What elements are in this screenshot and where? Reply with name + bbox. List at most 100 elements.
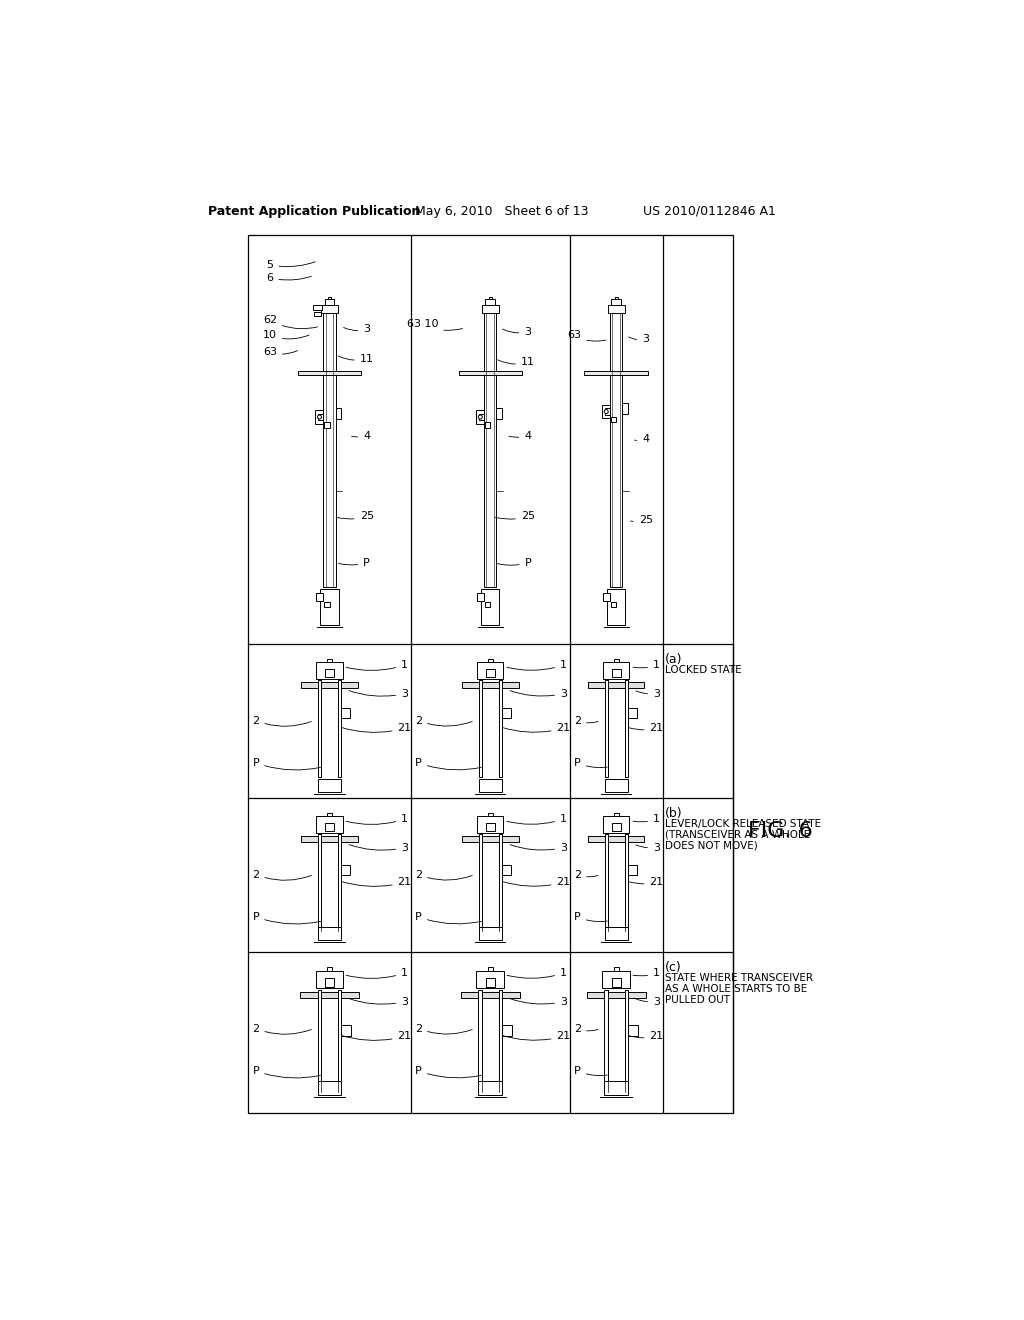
Bar (605, 408, 609, 414)
Bar (602, 972, 630, 989)
Circle shape (604, 409, 608, 413)
Text: 21: 21 (628, 878, 664, 887)
Text: P: P (574, 1065, 607, 1076)
Bar (614, 659, 618, 663)
Bar (611, 602, 616, 607)
Bar (625, 680, 628, 777)
Bar (341, 1026, 351, 1036)
Bar (325, 669, 334, 677)
Text: (b): (b) (665, 807, 683, 820)
Text: P: P (253, 1065, 321, 1078)
Text: 21: 21 (628, 723, 664, 733)
Bar (336, 408, 341, 418)
Bar (488, 297, 492, 300)
Text: 3: 3 (510, 997, 567, 1007)
Bar (585, 371, 648, 375)
Text: 4: 4 (351, 430, 371, 441)
Text: P: P (253, 912, 321, 924)
Bar (602, 405, 610, 418)
Text: (a): (a) (665, 653, 683, 665)
Bar (478, 990, 481, 1092)
Text: 5: 5 (266, 260, 315, 269)
Text: 3: 3 (636, 689, 660, 698)
Bar (300, 993, 359, 998)
Bar (625, 990, 628, 1092)
Text: 21: 21 (502, 878, 570, 887)
Bar (318, 413, 323, 420)
Bar (605, 680, 608, 777)
Bar (588, 682, 644, 688)
Circle shape (317, 414, 322, 418)
Bar (479, 927, 502, 940)
Text: 4: 4 (509, 430, 531, 441)
Text: 2: 2 (252, 870, 311, 880)
Text: FIG. 6: FIG. 6 (748, 821, 813, 841)
Text: Patent Application Publication: Patent Application Publication (208, 205, 420, 218)
Bar (603, 663, 630, 678)
Text: 3: 3 (503, 326, 531, 337)
Text: 21: 21 (502, 1031, 570, 1041)
Text: May 6, 2010   Sheet 6 of 13: May 6, 2010 Sheet 6 of 13 (415, 205, 588, 218)
Bar (328, 659, 332, 663)
Bar (321, 589, 339, 626)
Text: US 2010/0112846 A1: US 2010/0112846 A1 (643, 205, 776, 218)
Bar (248, 235, 732, 1113)
Text: 2: 2 (573, 715, 598, 726)
Bar (485, 300, 496, 305)
Text: 1: 1 (507, 814, 567, 824)
Bar (485, 978, 495, 986)
Bar (318, 834, 322, 932)
Bar (607, 589, 626, 626)
Bar (479, 680, 482, 777)
Bar (316, 816, 343, 833)
Text: 1: 1 (346, 660, 409, 671)
Text: 21: 21 (341, 723, 412, 733)
Bar (317, 1081, 341, 1096)
Bar (614, 297, 617, 300)
Bar (628, 865, 637, 875)
Bar (482, 305, 499, 313)
Bar (314, 312, 321, 315)
Text: 21: 21 (341, 1031, 412, 1041)
Text: 3: 3 (510, 842, 567, 853)
Text: 1: 1 (507, 660, 567, 671)
Bar (462, 682, 518, 688)
Bar (488, 659, 493, 663)
Bar (608, 305, 625, 313)
Bar (341, 708, 350, 718)
Text: 62: 62 (263, 315, 317, 329)
Bar (485, 669, 495, 677)
Bar (325, 822, 334, 832)
Bar (499, 990, 502, 1092)
Bar (587, 993, 646, 998)
Bar (477, 816, 504, 833)
Bar (322, 305, 338, 313)
Bar (623, 403, 628, 413)
Bar (603, 593, 609, 601)
Text: AS A WHOLE STARTS TO BE: AS A WHOLE STARTS TO BE (665, 983, 807, 994)
Text: 3: 3 (349, 689, 409, 698)
Bar (502, 1026, 512, 1036)
Bar (611, 978, 621, 986)
Text: 2: 2 (252, 1023, 311, 1035)
Bar (325, 422, 330, 428)
Text: 63: 63 (567, 330, 606, 341)
Bar (614, 813, 618, 816)
Bar (497, 408, 502, 418)
Text: 2: 2 (573, 1023, 598, 1034)
Bar (462, 837, 518, 842)
Text: PULLED OUT: PULLED OUT (665, 995, 730, 1005)
Text: 63: 63 (263, 347, 298, 358)
Bar (613, 968, 618, 972)
Text: STATE WHERE TRANSCEIVER: STATE WHERE TRANSCEIVER (665, 973, 813, 983)
Text: 3: 3 (344, 325, 371, 334)
Text: P: P (253, 758, 321, 770)
Text: 10: 10 (263, 330, 309, 341)
Bar (604, 990, 607, 1092)
Bar (478, 1081, 502, 1096)
Text: P: P (574, 758, 607, 768)
Bar (316, 593, 323, 601)
Bar (477, 663, 504, 678)
Bar (459, 371, 522, 375)
Text: 1: 1 (633, 968, 660, 978)
